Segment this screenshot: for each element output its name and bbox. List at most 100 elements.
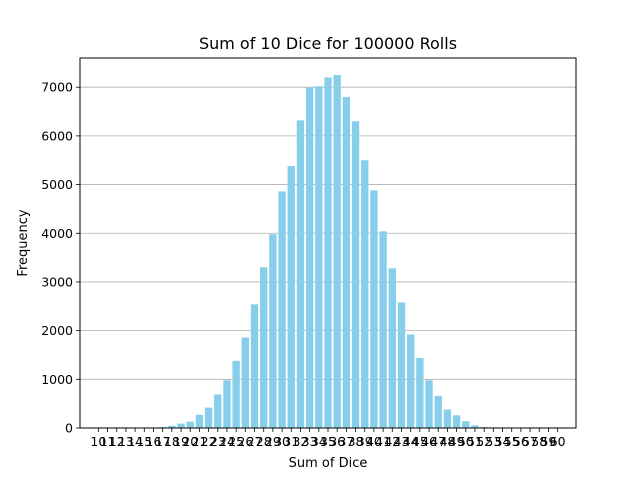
bar	[214, 394, 222, 428]
bar	[269, 234, 277, 428]
x-tick-label: 36	[329, 434, 345, 449]
x-tick-label: 22	[201, 434, 217, 449]
x-tick-label: 42	[384, 434, 400, 449]
bar	[351, 121, 360, 428]
x-tick-label: 60	[550, 434, 566, 449]
x-axis-ticks: 1011121314151617181920212223242526272829…	[90, 428, 566, 449]
x-tick-label: 54	[495, 434, 511, 449]
x-tick-label: 49	[449, 434, 465, 449]
x-tick-label: 52	[476, 434, 492, 449]
bar	[333, 75, 341, 428]
x-tick-label: 20	[182, 434, 198, 449]
bar	[361, 160, 369, 428]
bar	[462, 421, 470, 428]
y-tick-label: 3000	[41, 274, 73, 289]
y-tick-label: 0	[65, 421, 73, 436]
x-tick-label: 46	[421, 434, 437, 449]
x-axis-label: Sum of Dice	[289, 456, 368, 471]
x-tick-label: 29	[265, 434, 281, 449]
y-axis-label: Frequency	[16, 209, 31, 276]
bar	[388, 268, 396, 428]
bar	[305, 87, 314, 429]
bar	[260, 267, 268, 428]
x-tick-label: 14	[127, 434, 143, 449]
bar	[416, 357, 424, 428]
bar	[452, 415, 461, 428]
bar	[287, 166, 295, 428]
bar	[342, 96, 351, 429]
bar	[315, 86, 323, 428]
y-tick-label: 4000	[41, 226, 73, 241]
bars	[131, 75, 516, 429]
x-tick-label: 11	[100, 434, 116, 449]
x-tick-label: 21	[191, 434, 207, 449]
x-tick-label: 32	[292, 434, 308, 449]
chart-title: Sum of 10 Dice for 100000 Rolls	[199, 34, 457, 53]
x-tick-label: 27	[247, 434, 263, 449]
x-tick-label: 17	[155, 434, 171, 449]
x-tick-label: 35	[320, 434, 336, 449]
x-tick-label: 53	[485, 434, 501, 449]
y-tick-label: 2000	[41, 323, 73, 338]
bar	[324, 77, 332, 428]
x-tick-label: 24	[219, 434, 235, 449]
bar	[296, 120, 305, 428]
bar	[471, 425, 479, 428]
y-tick-label: 1000	[41, 372, 73, 387]
x-tick-label: 55	[504, 434, 520, 449]
x-tick-label: 41	[375, 434, 391, 449]
y-axis-ticks: 0 1000 2000 3000 4000 5000 6000 7000	[41, 80, 80, 436]
bar	[177, 423, 185, 428]
bar	[397, 302, 406, 428]
bar	[168, 425, 176, 428]
x-tick-label: 18	[164, 434, 180, 449]
bar	[232, 360, 240, 428]
x-tick-label: 28	[256, 434, 272, 449]
x-tick-label: 26	[237, 434, 253, 449]
x-tick-label: 10	[90, 434, 106, 449]
x-tick-label: 13	[118, 434, 134, 449]
x-tick-label: 37	[338, 434, 354, 449]
bar	[250, 304, 259, 428]
bar	[204, 407, 213, 428]
x-tick-label: 39	[357, 434, 373, 449]
bar	[379, 231, 387, 428]
x-tick-label: 19	[173, 434, 189, 449]
x-tick-label: 23	[210, 434, 226, 449]
bar	[223, 380, 231, 428]
x-tick-label: 16	[146, 434, 162, 449]
x-tick-label: 43	[394, 434, 410, 449]
bar	[241, 337, 250, 428]
x-tick-label: 51	[467, 434, 483, 449]
x-tick-label: 25	[228, 434, 244, 449]
x-tick-label: 34	[311, 434, 327, 449]
x-tick-label: 47	[430, 434, 446, 449]
bar	[186, 421, 194, 428]
x-tick-label: 59	[540, 434, 556, 449]
x-tick-label: 12	[109, 434, 125, 449]
bar	[370, 190, 378, 428]
x-tick-label: 33	[302, 434, 318, 449]
bar	[406, 334, 415, 428]
y-tick-label: 7000	[41, 80, 73, 95]
bar	[425, 380, 433, 428]
x-tick-label: 30	[274, 434, 290, 449]
bar	[434, 395, 442, 428]
y-tick-label: 6000	[41, 128, 73, 143]
x-tick-label: 48	[439, 434, 455, 449]
x-tick-label: 57	[522, 434, 538, 449]
bar	[278, 191, 286, 428]
y-tick-label: 5000	[41, 177, 73, 192]
x-tick-label: 15	[136, 434, 152, 449]
x-tick-label: 45	[412, 434, 428, 449]
x-tick-label: 44	[403, 434, 419, 449]
bar	[443, 409, 452, 428]
x-tick-label: 38	[348, 434, 364, 449]
x-tick-label: 50	[458, 434, 474, 449]
x-tick-label: 58	[531, 434, 547, 449]
x-tick-label: 40	[366, 434, 382, 449]
x-tick-label: 31	[283, 434, 299, 449]
bar	[195, 414, 204, 428]
x-tick-label: 56	[513, 434, 529, 449]
